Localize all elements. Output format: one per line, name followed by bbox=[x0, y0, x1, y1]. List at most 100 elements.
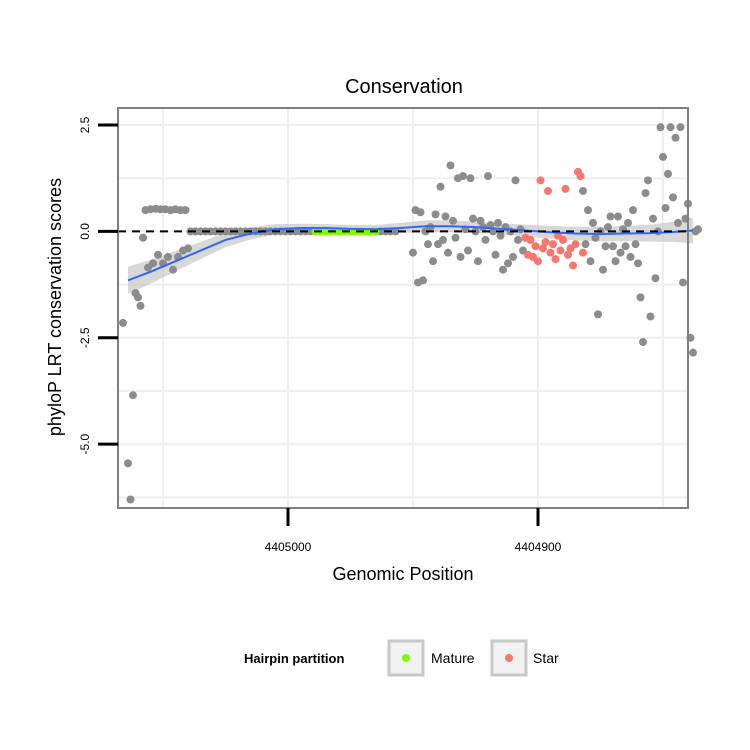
point-other bbox=[669, 193, 677, 202]
legend: Hairpin partition Mature Star bbox=[244, 639, 559, 677]
point-star bbox=[564, 250, 572, 259]
point-other bbox=[436, 182, 445, 191]
point-other bbox=[591, 233, 600, 242]
point-other bbox=[651, 274, 660, 283]
point-other bbox=[439, 235, 447, 244]
point-other bbox=[514, 235, 522, 244]
confidence-ribbon bbox=[128, 217, 693, 294]
y-tick-label: 2.5 bbox=[78, 116, 92, 133]
point-other bbox=[504, 259, 512, 268]
point-other bbox=[424, 240, 432, 249]
point-other bbox=[451, 233, 460, 242]
point-other bbox=[149, 259, 157, 268]
point-other bbox=[509, 252, 517, 261]
x-tick-label: 4405000 bbox=[265, 540, 312, 554]
y-tick-label: -2.5 bbox=[78, 327, 92, 348]
point-other bbox=[474, 257, 482, 266]
point-other bbox=[444, 248, 452, 257]
point-other bbox=[466, 174, 475, 183]
point-star bbox=[569, 261, 577, 270]
point-other bbox=[429, 257, 437, 266]
point-other bbox=[441, 212, 450, 221]
point-other bbox=[689, 348, 697, 357]
point-star bbox=[526, 235, 535, 244]
point-other bbox=[431, 210, 440, 219]
point-other bbox=[626, 252, 635, 261]
point-other bbox=[136, 301, 145, 310]
x-axis: 4405000 4404900 bbox=[265, 508, 562, 554]
point-other bbox=[391, 227, 400, 236]
point-other bbox=[661, 204, 670, 212]
point-other bbox=[491, 250, 500, 259]
point-star bbox=[544, 186, 552, 195]
point-other bbox=[134, 293, 142, 302]
point-other bbox=[469, 214, 477, 223]
point-other bbox=[631, 240, 640, 249]
y-axis: 2.5 0.0 -2.5 -5.0 bbox=[78, 116, 118, 455]
point-other bbox=[694, 225, 702, 234]
point-other bbox=[611, 257, 620, 266]
x-tick-label: 4404900 bbox=[515, 540, 562, 554]
x-axis-title: Genomic Position bbox=[332, 564, 473, 584]
smooth-curve bbox=[127, 225, 694, 282]
y-tick-label: 0.0 bbox=[78, 223, 92, 240]
point-other bbox=[446, 161, 455, 170]
point-other bbox=[609, 242, 617, 251]
point-other bbox=[599, 265, 607, 274]
legend-entry-star: Star bbox=[490, 639, 559, 677]
legend-entry-mature: Mature bbox=[387, 639, 475, 677]
plot-area bbox=[117, 107, 702, 509]
point-other bbox=[169, 265, 177, 274]
point-star bbox=[551, 255, 560, 264]
point-other bbox=[674, 218, 682, 227]
point-other bbox=[616, 248, 625, 257]
point-star bbox=[556, 246, 565, 255]
point-other bbox=[644, 176, 652, 185]
point-other bbox=[481, 235, 490, 244]
y-tick-label: -5.0 bbox=[78, 434, 92, 455]
point-other bbox=[594, 310, 602, 319]
point-other bbox=[476, 216, 485, 225]
point-star bbox=[561, 184, 570, 193]
point-other bbox=[449, 216, 457, 225]
point-other bbox=[621, 242, 630, 251]
point-other bbox=[164, 252, 172, 261]
point-other bbox=[511, 176, 520, 185]
point-other bbox=[629, 206, 637, 215]
point-other bbox=[614, 212, 622, 221]
point-other bbox=[139, 233, 147, 242]
point-other bbox=[601, 242, 610, 251]
point-other bbox=[126, 495, 135, 504]
legend-label-mature: Mature bbox=[431, 650, 475, 666]
point-star bbox=[536, 176, 545, 185]
point-other bbox=[664, 169, 672, 178]
point-other bbox=[646, 312, 655, 321]
point-other bbox=[409, 248, 417, 257]
point-star bbox=[539, 244, 547, 253]
point-other bbox=[636, 293, 645, 302]
point-other bbox=[419, 276, 427, 285]
point-other bbox=[119, 318, 127, 327]
point-other bbox=[649, 214, 657, 223]
point-other bbox=[634, 259, 642, 268]
point-other bbox=[416, 208, 425, 217]
point-star bbox=[559, 235, 567, 244]
point-other bbox=[484, 172, 492, 181]
panel-border bbox=[117, 107, 689, 509]
legend-swatch-star bbox=[505, 654, 513, 662]
legend-title: Hairpin partition bbox=[244, 651, 344, 666]
point-other bbox=[679, 278, 687, 287]
smooth-line bbox=[127, 225, 694, 282]
point-other bbox=[606, 212, 615, 221]
point-other bbox=[124, 459, 132, 468]
grid-lines bbox=[118, 108, 688, 508]
point-star bbox=[579, 248, 587, 257]
point-other bbox=[659, 152, 667, 161]
point-other bbox=[676, 123, 685, 132]
point-other bbox=[154, 250, 162, 259]
point-star bbox=[531, 242, 540, 251]
point-other bbox=[499, 265, 507, 274]
point-other bbox=[494, 218, 502, 227]
y-axis-title: phyloP LRT conservation scores bbox=[45, 178, 65, 436]
